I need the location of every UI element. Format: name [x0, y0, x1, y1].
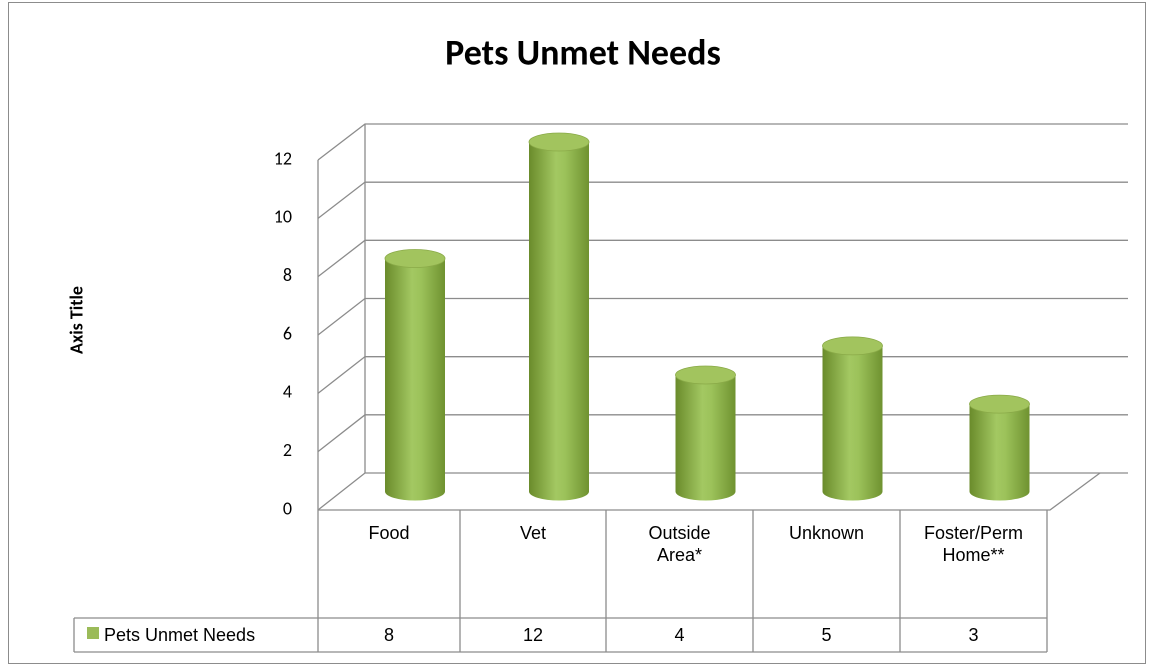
table-value: 12: [522, 625, 544, 645]
bar: [822, 345, 883, 501]
table-value: 3: [968, 625, 979, 645]
x-tick-label: Unknown: [788, 523, 865, 543]
bar: [385, 258, 445, 501]
y-tick-label: 0: [283, 497, 292, 519]
y-tick-label: 10: [274, 206, 292, 228]
floor: [318, 472, 1101, 511]
bar-top: [675, 365, 736, 385]
y-tick-label: 4: [283, 381, 292, 403]
bar: [675, 375, 736, 501]
bar-top: [384, 249, 446, 268]
y-tick-label: 6: [283, 322, 292, 344]
bar-top: [969, 394, 1030, 414]
x-tick-label: Foster/Perm Home**: [923, 523, 1024, 565]
legend-label: Pets Unmet Needs: [104, 625, 256, 645]
table-value: 5: [821, 625, 832, 645]
y-axis-title: Axis Title: [65, 286, 87, 354]
table-value: 4: [674, 625, 685, 645]
x-tick-label: Outside Area*: [648, 523, 711, 565]
chart-title: Pets Unmet Needs: [445, 31, 721, 75]
x-tick-label: Food: [368, 523, 410, 543]
bar: [969, 404, 1030, 501]
y-tick-label: 2: [283, 439, 292, 461]
bar: [529, 142, 589, 501]
x-tick-label: Vet: [519, 523, 547, 543]
bar-top: [528, 132, 590, 152]
y-tick-label: 8: [283, 264, 292, 286]
y-tick-label: 12: [274, 147, 292, 169]
table-value: 8: [383, 625, 394, 645]
legend-swatch: [87, 627, 99, 639]
bar-top: [822, 336, 883, 356]
